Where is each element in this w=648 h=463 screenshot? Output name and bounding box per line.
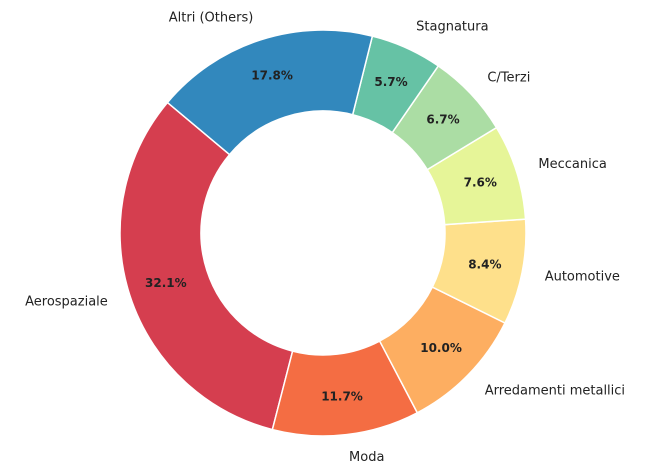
segment-label: Moda: [349, 450, 384, 463]
segment-percent: 7.6%: [464, 176, 497, 190]
segment-label: Altri (Others): [169, 11, 254, 26]
segment-percent: 17.8%: [251, 69, 293, 83]
segment-label: Stagnatura: [416, 20, 488, 35]
donut-segment: [119, 101, 294, 431]
segment-percent: 6.7%: [426, 112, 459, 126]
segment-percent: 10.0%: [420, 341, 462, 355]
segment-label: Aerospaziale: [25, 295, 108, 310]
segment-percent: 8.4%: [468, 258, 501, 272]
segment-label: Automotive: [545, 269, 620, 284]
donut-segment: [166, 29, 374, 156]
segment-percent: 32.1%: [145, 276, 187, 290]
segment-label: Arredamenti metallici: [485, 383, 625, 398]
segment-label: C/Terzi: [487, 70, 530, 85]
segment-label: Meccanica: [538, 157, 606, 172]
segment-percent: 5.7%: [374, 75, 407, 89]
segment-percent: 11.7%: [321, 389, 363, 403]
